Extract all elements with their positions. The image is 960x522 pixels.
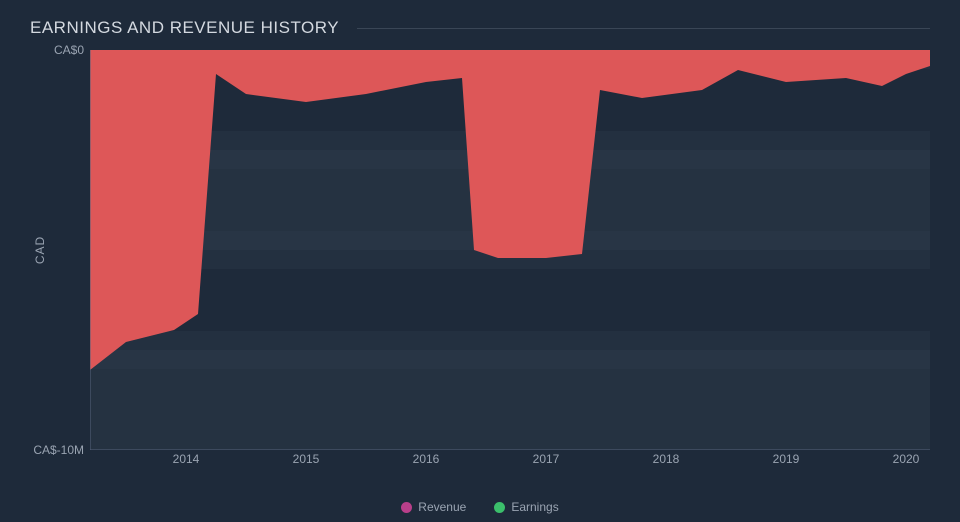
plot xyxy=(90,50,930,450)
chart-title: EARNINGS AND REVENUE HISTORY xyxy=(30,18,339,38)
grid-band xyxy=(90,350,930,450)
legend-label: Earnings xyxy=(511,500,558,514)
x-axis: 2014 2015 2016 2017 2018 2019 2020 xyxy=(90,452,930,472)
title-divider xyxy=(357,28,930,29)
x-tick-label: 2015 xyxy=(293,452,320,466)
y-axis: CA$0CA$-10M xyxy=(18,50,88,450)
title-row: EARNINGS AND REVENUE HISTORY xyxy=(30,18,930,38)
legend-item-revenue: Revenue xyxy=(401,500,466,514)
legend-label: Revenue xyxy=(418,500,466,514)
plot-area: CAD CA$0CA$-10M 201420152016201720182019… xyxy=(90,50,930,450)
x-tick-label: 2019 xyxy=(773,452,800,466)
chart-container: EARNINGS AND REVENUE HISTORY CAD CA$0CA$… xyxy=(0,0,960,522)
legend-swatch xyxy=(494,502,505,513)
legend: Revenue Earnings xyxy=(0,500,960,514)
x-tick-label: 2020 xyxy=(893,452,920,466)
x-tick-label: 2018 xyxy=(653,452,680,466)
x-tick-label: 2016 xyxy=(413,452,440,466)
x-tick-label: 2014 xyxy=(173,452,200,466)
legend-swatch xyxy=(401,502,412,513)
legend-item-earnings: Earnings xyxy=(494,500,558,514)
y-tick-label: CA$0 xyxy=(54,43,84,57)
y-tick-label: CA$-10M xyxy=(33,443,84,457)
x-tick-label: 2017 xyxy=(533,452,560,466)
chart-svg xyxy=(90,50,930,450)
